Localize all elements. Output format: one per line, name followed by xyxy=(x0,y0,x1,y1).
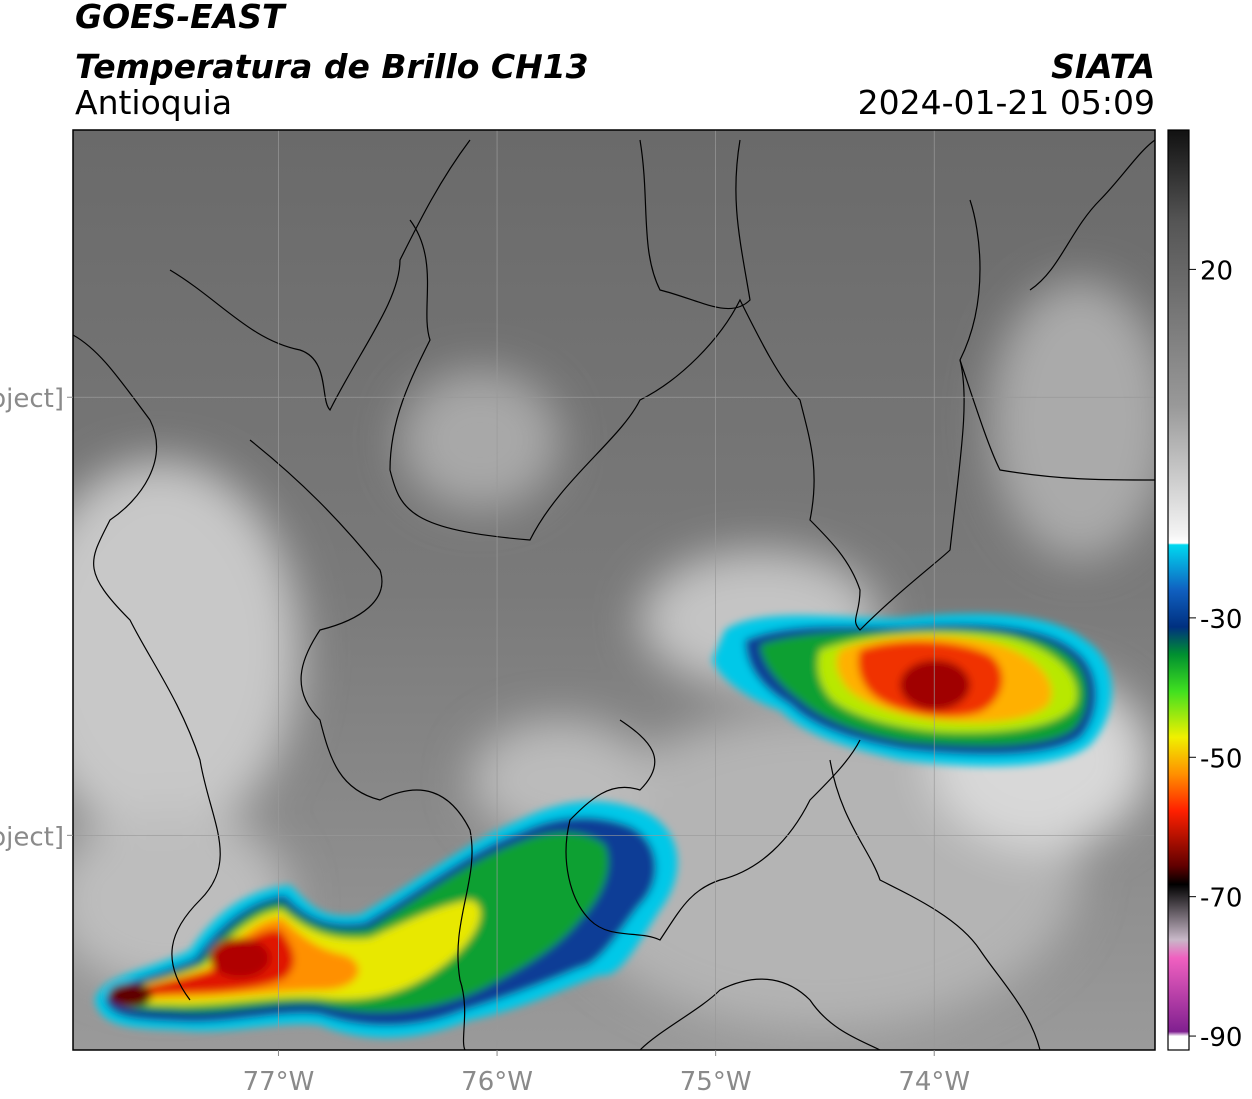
x-tick-label: 76°W xyxy=(461,1067,533,1097)
region: Antioquia xyxy=(75,83,232,122)
colorbar xyxy=(1167,129,1190,1051)
datetime: 2024-01-21 05:09 xyxy=(858,83,1155,122)
colorbar-tick-label: 20 xyxy=(1200,256,1233,286)
subtitle: Temperatura de Brillo CH13 xyxy=(75,47,589,86)
boundaries xyxy=(73,139,1155,1050)
map-frame xyxy=(72,129,1156,1051)
x-tick-label: 74°W xyxy=(898,1067,970,1097)
colorbar-tick-label: -30 xyxy=(1200,605,1242,635)
y-tick-label: [object Object] xyxy=(0,822,64,852)
source: SIATA xyxy=(1051,47,1155,86)
y-tick-label: [object Object] xyxy=(0,384,64,414)
x-tick-label: 77°W xyxy=(243,1067,315,1097)
colorbar-tick-label: -50 xyxy=(1200,744,1242,774)
colorbar-ticks: 20 -30 -50 -70 -90 xyxy=(1189,256,1242,1053)
satellite-image xyxy=(73,130,1155,1050)
title: GOES-EAST xyxy=(75,0,287,36)
x-tick-label: 75°W xyxy=(680,1067,752,1097)
graticule xyxy=(73,130,1155,1050)
colorbar-tick-label: -90 xyxy=(1200,1023,1242,1053)
axis-labels: 77°W 76°W 75°W 74°W [object Object] [object O… xyxy=(0,384,970,1097)
colorbar-tick-label: -70 xyxy=(1200,884,1242,914)
